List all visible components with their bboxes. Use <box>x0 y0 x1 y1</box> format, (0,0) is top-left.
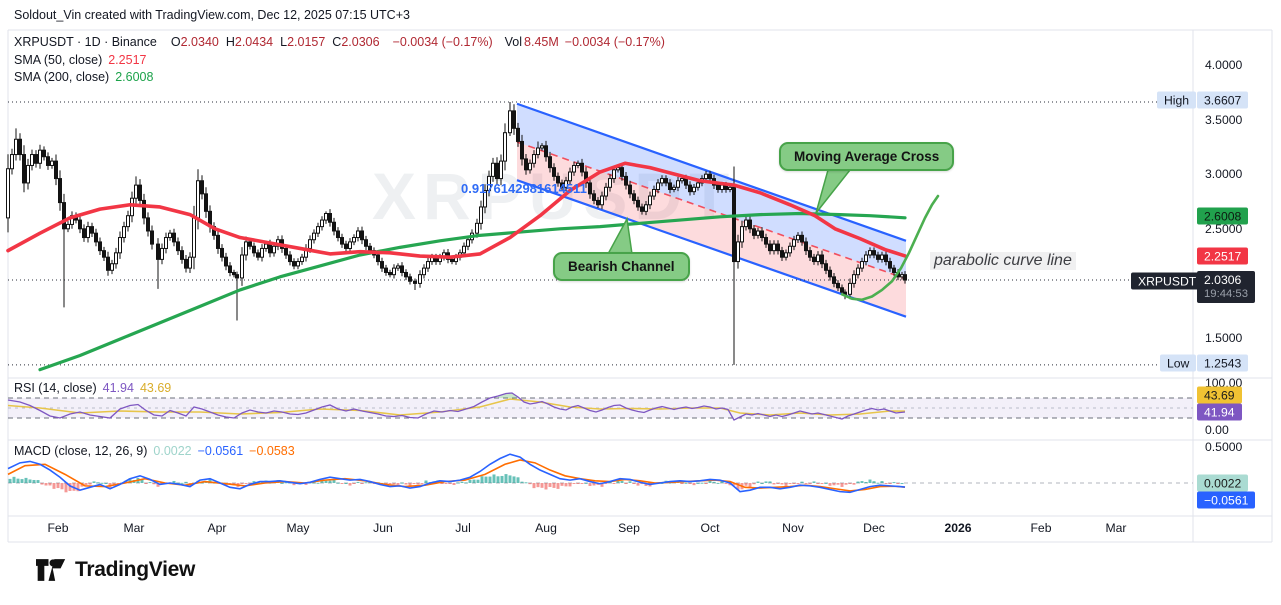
sma50-value: 2.2517 <box>108 53 147 67</box>
time-axis-label: Feb <box>47 521 69 535</box>
last-price-badge: 2.0306 19:44:53 <box>1197 271 1255 303</box>
time-axis-label: Apr <box>207 521 227 535</box>
macd-legend-row[interactable]: MACD (close, 12, 26, 9) 0.0022 −0.0561 −… <box>14 444 295 458</box>
symbol-title: XRPUSDT · 1D · Binance <box>14 35 157 49</box>
ohlc-values: O2.0340 H2.0434 L2.0157 C2.0306 <box>171 35 387 49</box>
rsi-value-badge: 41.94 <box>1197 403 1242 421</box>
low-line-label: Low <box>1160 354 1197 372</box>
time-axis-label: May <box>286 521 310 535</box>
ohlc-item: H2.0434 <box>225 35 274 49</box>
tradingview-logo-text: TradingView <box>75 558 196 581</box>
sma50-label: SMA (50, close) <box>14 53 103 67</box>
sma200-legend-row[interactable]: SMA (200, close) 2.6008 <box>14 70 153 84</box>
low-price-badge: 1.2543 <box>1197 354 1249 372</box>
time-axis-label: Sep <box>618 521 640 535</box>
time-axis-label: Jun <box>373 521 393 535</box>
macd-line-value: −0.0561 <box>197 444 244 458</box>
price-tick-label: 2.5000 <box>1205 221 1243 236</box>
symbol-legend-row[interactable]: XRPUSDT · 1D · Binance O2.0340 H2.0434 L2.… <box>14 35 665 49</box>
fib-level-label[interactable]: 0.9176142981614511 <box>461 181 587 196</box>
attribution-bar: Soldout_Vin created with TradingView.com… <box>14 8 410 22</box>
time-axis-label: Feb <box>1030 521 1052 535</box>
ohlc-item: C2.0306 <box>332 35 380 49</box>
callout-bearish-channel[interactable]: Bearish Channel <box>553 252 690 281</box>
time-axis-label: Jul <box>455 521 471 535</box>
rsi-label: RSI (14, close) <box>14 381 97 395</box>
high-line-label: High <box>1157 91 1197 109</box>
price-tick-label: 4.0000 <box>1205 58 1243 72</box>
sma200-value: 2.6008 <box>115 70 154 84</box>
time-axis-label: Mar <box>123 521 145 535</box>
time-axis-label: Mar <box>1105 521 1127 535</box>
rsi-value: 41.94 <box>102 381 134 395</box>
time-axis-label: Nov <box>782 521 804 535</box>
macd-top-tick: 0.5000 <box>1205 440 1243 454</box>
time-axis-label: 2026 <box>944 521 972 535</box>
volume-value: 8.45M <box>524 35 559 49</box>
parabolic-curve-label[interactable]: parabolic curve line <box>930 252 1076 270</box>
time-axis-label: Oct <box>700 521 720 535</box>
bar-countdown: 19:44:53 <box>1204 288 1248 300</box>
rsi-ma-badge: 43.69 <box>1197 386 1242 404</box>
tradingview-logo-icon <box>36 559 66 581</box>
price-tick-label: 3.5000 <box>1205 112 1243 127</box>
last-price-value: 2.0306 <box>1204 273 1242 287</box>
macd-label: MACD (close, 12, 26, 9) <box>14 444 148 458</box>
macd-hist-badge: 0.0022 <box>1197 474 1249 492</box>
macd-signal-value: −0.0583 <box>249 444 295 458</box>
ohlc-item: L2.0157 <box>280 35 326 49</box>
ohlc-item: O2.0340 <box>170 35 219 49</box>
change-value: −0.0034 (−0.17%) <box>392 35 493 49</box>
sma50-price-badge: 2.2517 <box>1197 247 1249 265</box>
price-tick-label: 3.0000 <box>1205 167 1243 182</box>
rsi-ma-value: 43.69 <box>139 381 172 395</box>
volume-change: −0.0034 (−0.17%) <box>564 35 665 49</box>
symbol-badge: XRPUSDT <box>1131 272 1204 290</box>
sma200-price-badge: 2.6008 <box>1197 207 1249 225</box>
rsi-legend-row[interactable]: RSI (14, close) 41.94 43.69 <box>14 381 171 395</box>
tradingview-logo[interactable]: TradingView <box>36 558 195 582</box>
macd-value-badge: −0.0561 <box>1197 491 1256 509</box>
sma50-legend-row[interactable]: SMA (50, close) 2.2517 <box>14 53 146 67</box>
high-price-badge: 3.6607 <box>1197 91 1249 109</box>
sma200-label: SMA (200, close) <box>14 70 110 84</box>
time-axis-label: Aug <box>535 521 557 535</box>
price-tick-label: 1.5000 <box>1205 331 1243 345</box>
volume-label: Vol <box>504 35 523 49</box>
macd-hist-value: 0.0022 <box>153 444 192 458</box>
time-axis-label: Dec <box>863 521 885 535</box>
rsi-bottom-tick: 0.00 <box>1205 423 1229 437</box>
callout-moving-average-cross[interactable]: Moving Average Cross <box>779 142 955 171</box>
